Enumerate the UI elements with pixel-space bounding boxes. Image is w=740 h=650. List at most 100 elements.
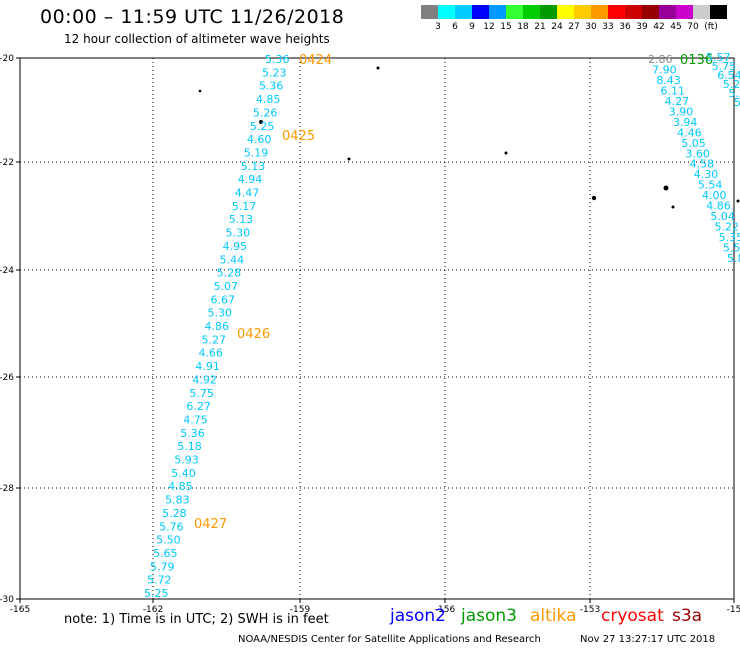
lon-label: -162 <box>143 605 163 615</box>
swh-value: 5.28 <box>217 267 242 280</box>
legend-s3a: s3a <box>672 606 703 626</box>
swh-value: 8.43 <box>656 74 681 87</box>
swh-value: 5.76 <box>159 520 184 533</box>
swh-value: 5.50 <box>156 534 181 547</box>
legend-swatch <box>489 5 506 19</box>
island-dot <box>671 205 675 209</box>
island-dot <box>198 89 202 93</box>
swh-value: 4.00 <box>702 189 727 202</box>
swh-value: 3.94 <box>673 116 698 129</box>
legend-label: 30 <box>585 22 597 32</box>
swh-value: 4.94 <box>238 173 263 186</box>
swh-value: 4.60 <box>247 133 272 146</box>
swh-value: 5.36 <box>259 80 284 93</box>
swh-value: 5.54 <box>698 179 723 192</box>
island-dot <box>347 157 351 161</box>
swh-value: 5.40 <box>171 467 196 480</box>
legend-swatch <box>608 5 625 19</box>
legend-label: 12 <box>483 22 495 32</box>
swh-value: 5.5 <box>723 242 740 255</box>
legend-swatch <box>676 5 693 19</box>
legend-altika: altika <box>530 606 577 626</box>
swh-value: 5.2 <box>728 87 740 100</box>
legend-swatch <box>710 5 727 19</box>
swh-value: 3.60 <box>685 147 710 160</box>
swh-value: 6.54 <box>717 69 740 82</box>
swh-value: 7.90 <box>652 63 677 76</box>
legend-label: 33 <box>602 22 614 32</box>
swh-value: 4.75 <box>183 413 208 426</box>
island-dot <box>376 66 380 70</box>
altimeter-tracks: 5.365.235.364.855.265.254.605.195.134.94… <box>144 51 740 600</box>
swh-value: 5.18 <box>177 440 202 453</box>
credit-text: NOAA/NESDIS Center for Satellite Applica… <box>238 634 541 645</box>
swh-value: 5.19 <box>244 146 269 159</box>
legend-label: 15 <box>500 22 512 32</box>
swh-value: 5.25 <box>144 587 169 600</box>
footer-note: note: 1) Time is in UTC; 2) SWH is in fe… <box>64 612 329 627</box>
lat-label: -28 <box>0 484 14 494</box>
swh-value: 4.27 <box>665 95 690 108</box>
legend-label: 6 <box>452 22 458 32</box>
legend-label: 24 <box>551 22 563 32</box>
lon-label: -159 <box>290 605 311 615</box>
lon-label: -165 <box>10 605 30 615</box>
swh-value: 4.85 <box>168 480 193 493</box>
swh-value: 4.85 <box>256 93 280 106</box>
legend-swatch <box>557 5 574 19</box>
swh-value: 5.23 <box>262 66 287 79</box>
lon-label: -153 <box>580 605 600 615</box>
legend-swatch <box>659 5 676 19</box>
page-subtitle: 12 hour collection of altimeter wave hei… <box>64 32 330 46</box>
legend-label: 70 <box>687 22 699 32</box>
swh-value: 4.58 <box>690 158 715 171</box>
swh-value: 4.30 <box>694 168 719 181</box>
generation-timestamp: Nov 27 13:27:17 UTC 2018 <box>580 634 716 645</box>
lat-label: -24 <box>0 266 14 276</box>
swh-value: 4.86 <box>205 320 230 333</box>
islands <box>198 66 740 209</box>
island-dot <box>504 151 508 155</box>
island-dot <box>663 185 669 191</box>
swh-value: 5.65 <box>153 547 178 560</box>
legend-swatch <box>642 5 659 19</box>
swh-value: 2.86 <box>648 53 673 66</box>
swh-value: 4.86 <box>706 200 731 213</box>
pass-time-label: 0425 <box>282 129 315 144</box>
swh-value: 5.07 <box>214 280 239 293</box>
swh-value: 5.44 <box>220 253 245 266</box>
swh-value: 5.13 <box>241 160 265 173</box>
legend-swatch <box>438 5 455 19</box>
pass-time-label: 0426 <box>237 327 270 342</box>
swh-value: 4.91 <box>195 360 220 373</box>
island-dot <box>736 199 740 203</box>
pass-time-label: 0424 <box>299 53 332 68</box>
legend-swatch <box>625 5 642 19</box>
legend-swatch <box>540 5 557 19</box>
legend-label: 36 <box>619 22 631 32</box>
legend-swatch <box>523 5 540 19</box>
swh-value: 5.30 <box>208 307 233 320</box>
legend-swatch <box>421 5 438 19</box>
map-frame <box>19 57 735 600</box>
swh-value: 5.35 <box>719 231 740 244</box>
lon-label: -15 <box>727 605 740 615</box>
swh-value: 5.25 <box>250 120 275 133</box>
swh-value: 5.72 <box>147 574 172 587</box>
legend-unit: (ft) <box>704 22 718 32</box>
swh-value: 6.11 <box>660 84 685 97</box>
swh-value: 3.90 <box>669 105 694 118</box>
swh-value: 6.67 <box>211 293 236 306</box>
legend-jason2: jason2 <box>390 606 446 626</box>
swh-value: 5.04 <box>710 210 735 223</box>
swh-value: 5.36 <box>265 53 290 66</box>
legend-label: 27 <box>568 22 580 32</box>
legend-swatch <box>574 5 591 19</box>
legend-label: 18 <box>517 22 529 32</box>
legend-swatch <box>455 5 472 19</box>
legend-jason3: jason3 <box>461 606 517 626</box>
swh-value: 4.95 <box>223 240 248 253</box>
legend-label: 9 <box>469 22 475 32</box>
swh-value: 4.66 <box>198 347 223 360</box>
